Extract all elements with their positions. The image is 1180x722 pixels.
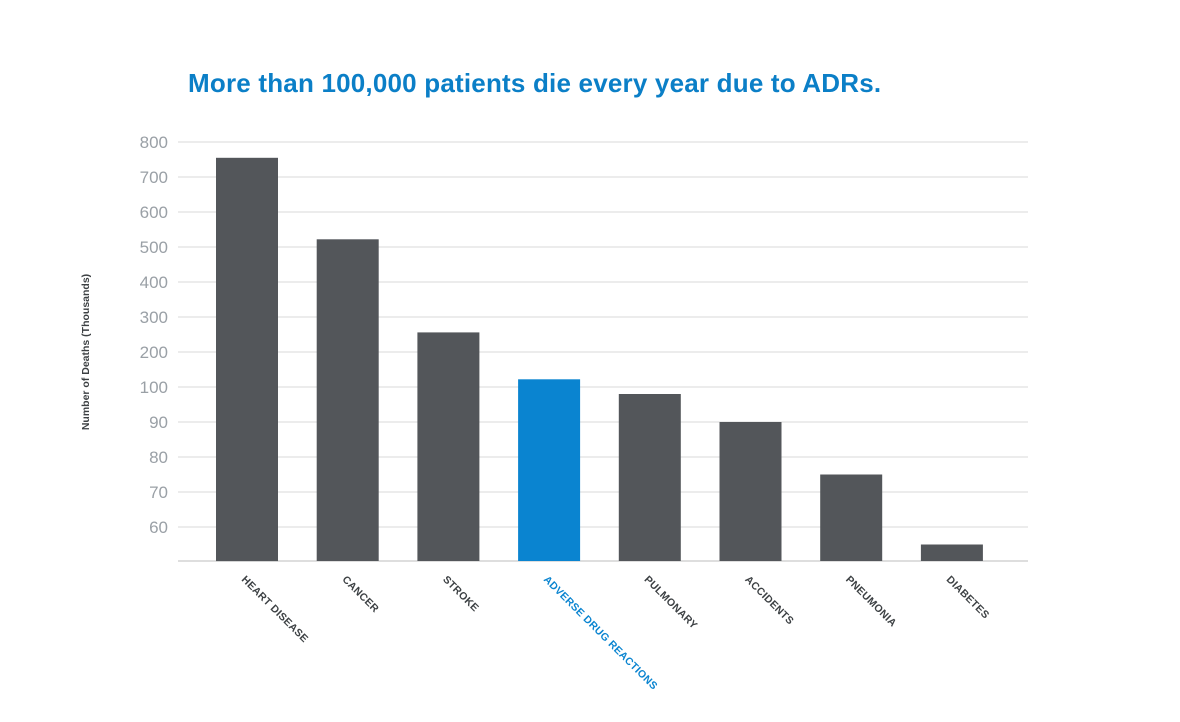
y-tick-label: 700: [140, 168, 168, 187]
x-category-label: ACCIDENTS: [742, 574, 796, 628]
bars: [216, 157, 983, 562]
y-tick-label: 80: [149, 448, 168, 467]
x-category-label: PULMONARY: [642, 574, 700, 632]
x-category-label: STROKE: [440, 574, 481, 615]
bar-pneumonia: [820, 474, 883, 561]
y-tick-label: 500: [140, 238, 168, 257]
y-tick-label: 600: [140, 203, 168, 222]
x-category-label: HEART DISEASE: [239, 574, 310, 645]
bar-accidents: [719, 422, 782, 561]
y-tick-label: 70: [149, 483, 168, 502]
y-tick-label: 60: [149, 518, 168, 537]
chart-title: More than 100,000 patients die every yea…: [188, 68, 882, 98]
x-axis-categories: HEART DISEASE CANCER STROKE ADVERSE DRUG RE…: [239, 574, 992, 693]
y-tick-label: 100: [140, 378, 168, 397]
x-category-label: ADVERSE DRUG REACTIONS: [541, 574, 660, 693]
y-axis-ticks: 60 70 80 90 100 200 300 400 500 600 700 800: [140, 133, 168, 537]
bar-stroke: [417, 332, 480, 561]
y-tick-label: 800: [140, 133, 168, 152]
bar-adverse-drug-reactions: [518, 379, 581, 561]
gridlines: [178, 141, 1028, 562]
x-category-label: DIABETES: [944, 574, 992, 622]
y-tick-label: 200: [140, 343, 168, 362]
y-tick-label: 400: [140, 273, 168, 292]
x-category-label: CANCER: [340, 574, 382, 616]
x-category-label: PNEUMONIA: [843, 574, 899, 630]
y-tick-label: 90: [149, 413, 168, 432]
bar-heart-disease: [216, 157, 278, 562]
y-tick-label: 300: [140, 308, 168, 327]
bar-pulmonary: [618, 394, 681, 561]
y-axis-label: Number of Deaths (Thousands): [80, 274, 92, 430]
bar-diabetes: [920, 544, 983, 561]
bar-cancer: [316, 239, 379, 562]
